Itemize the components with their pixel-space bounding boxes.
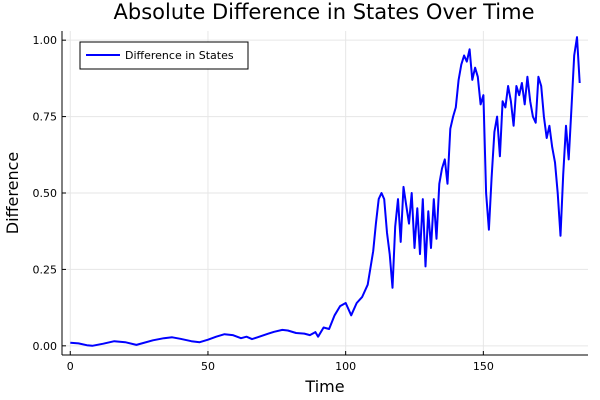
- y-tick-label: 0.00: [33, 340, 58, 353]
- y-tick-label: 0.75: [33, 111, 58, 124]
- x-tick-label: 100: [335, 360, 356, 373]
- x-tick-label: 50: [201, 360, 215, 373]
- x-tick-label: 150: [473, 360, 494, 373]
- legend: Difference in States: [79, 41, 249, 70]
- grid-lines: [62, 31, 588, 355]
- series-line-difference-in-states: [70, 36, 581, 347]
- y-tick-label: 0.50: [33, 187, 58, 200]
- x-tick-label: 0: [67, 360, 74, 373]
- x-axis-label: Time: [304, 377, 344, 396]
- x-axis-ticks: 0 50 100 150: [67, 351, 494, 373]
- y-tick-label: 1.00: [33, 34, 58, 47]
- y-axis-ticks: 0.00 0.25 0.50 0.75 1.00: [33, 34, 66, 353]
- y-tick-label: 0.25: [33, 263, 58, 276]
- series-lines: [70, 36, 581, 347]
- y-axis-label: Difference: [3, 152, 22, 234]
- chart-title: Absolute Difference in States Over Time: [114, 0, 535, 24]
- legend-label-difference-in-states: Difference in States: [125, 49, 234, 62]
